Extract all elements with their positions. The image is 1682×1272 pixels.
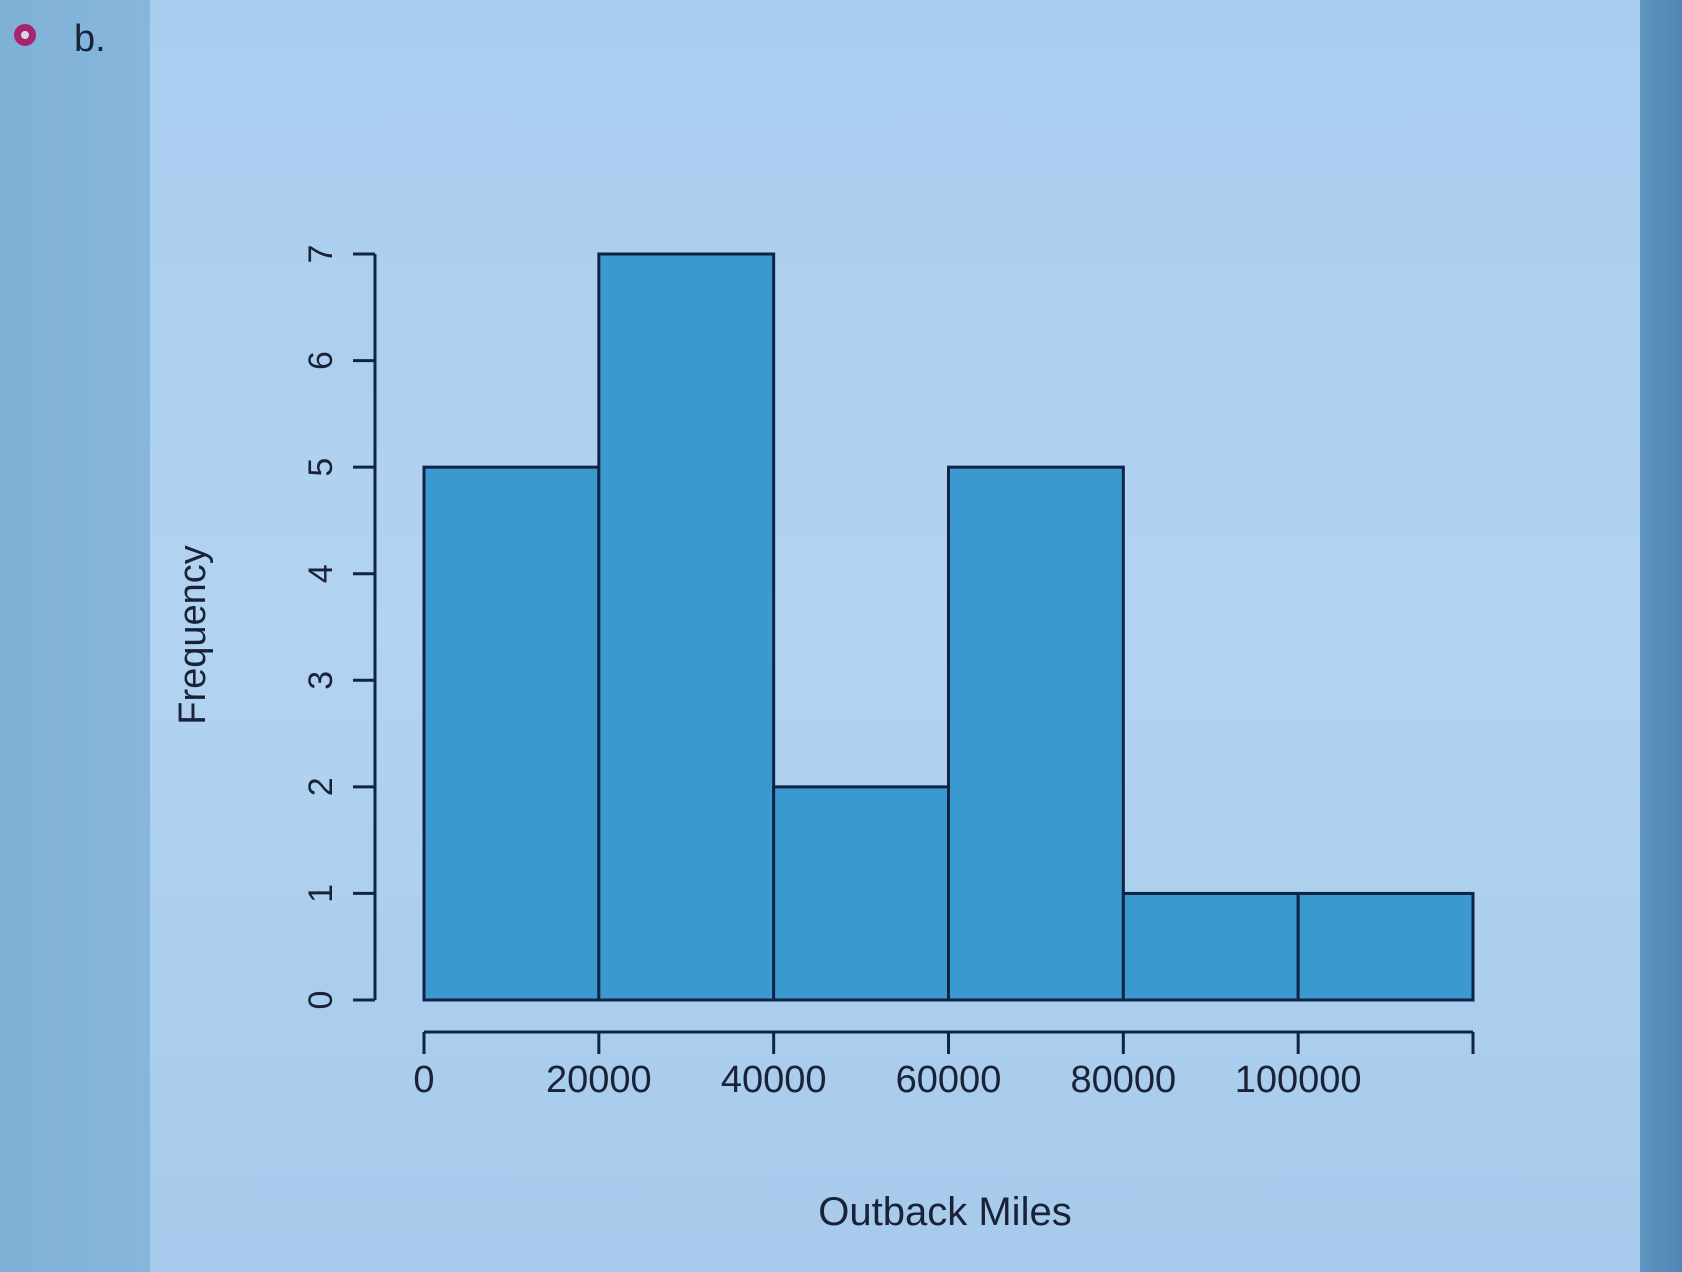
- x-tick-label: 80000: [1070, 1059, 1176, 1101]
- y-tick-label: 4: [302, 564, 340, 583]
- option-label: b.: [74, 18, 106, 60]
- chart-panel: [150, 0, 1640, 1272]
- y-tick-label: 7: [302, 245, 340, 264]
- y-tick-label: 6: [302, 351, 340, 370]
- x-tick-label: 40000: [721, 1059, 827, 1101]
- x-tick-label: 60000: [896, 1059, 1002, 1101]
- radio-option-marker[interactable]: [14, 24, 36, 46]
- histogram-bar: [1296, 891, 1475, 1002]
- histogram-bar: [947, 465, 1125, 1002]
- y-tick-label: 1: [302, 884, 340, 903]
- x-tick-label: 0: [413, 1059, 434, 1101]
- histogram-bar: [597, 252, 776, 1002]
- histogram-bar: [772, 785, 951, 1002]
- y-axis-label: Frequency: [172, 545, 214, 725]
- x-tick-label: 20000: [546, 1059, 652, 1101]
- histogram-bar: [422, 465, 601, 1002]
- x-tick-label: 100000: [1235, 1059, 1362, 1101]
- histogram-bar: [1121, 891, 1300, 1002]
- x-axis-label: Outback Miles: [818, 1190, 1071, 1234]
- y-tick-label: 2: [302, 777, 340, 796]
- y-tick-label: 5: [302, 458, 340, 477]
- y-tick-label: 0: [302, 991, 340, 1010]
- y-tick-label: 3: [302, 671, 340, 690]
